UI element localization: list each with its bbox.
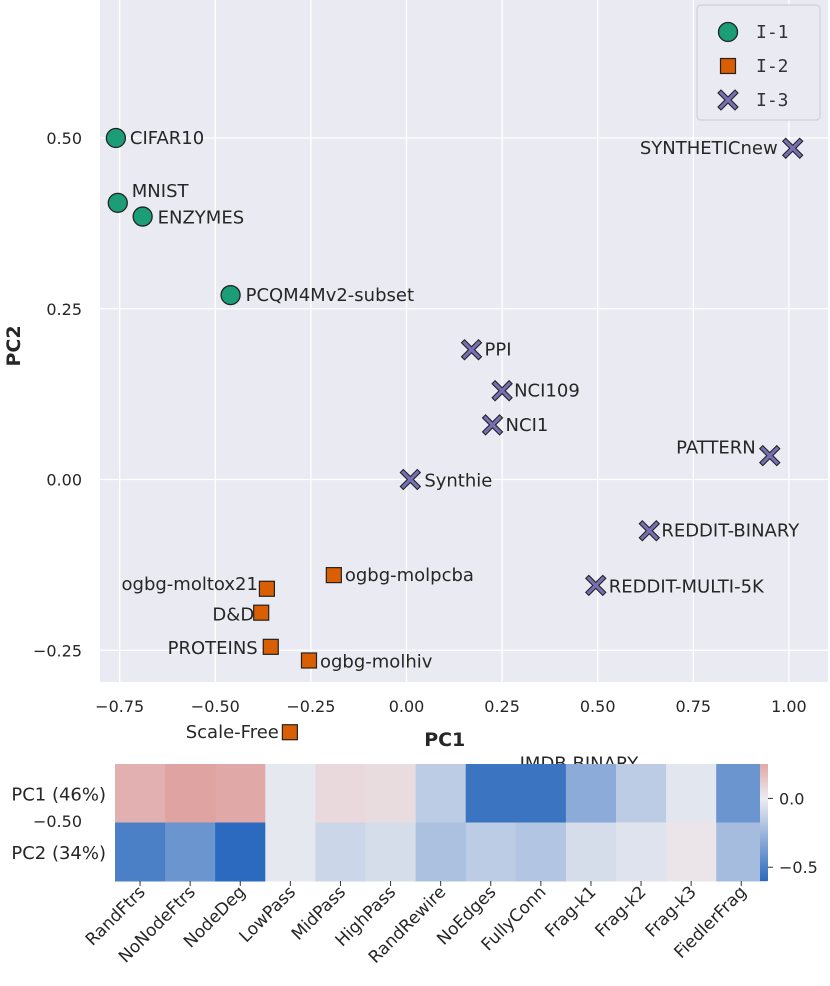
point-label: D&D bbox=[212, 605, 254, 626]
x-tick-label: 1.00 bbox=[771, 697, 807, 716]
data-point-x bbox=[491, 379, 513, 402]
scatter-plot: −0.75 −0.50 −0.25 0.00 0.25 0.50 0.75 1.00 −0.50… bbox=[3, 0, 828, 843]
y-tick-label: 0.00 bbox=[46, 471, 82, 490]
x-tick-label: 0.25 bbox=[484, 697, 520, 716]
point-label: REDDIT-MULTI-5K bbox=[609, 576, 765, 597]
heatmap-row-label: PC1 (46%) bbox=[11, 784, 106, 805]
heatmap-cell bbox=[165, 764, 216, 823]
point-label: PPI bbox=[485, 340, 512, 361]
y-tick-label: 0.25 bbox=[46, 300, 82, 319]
heatmap-cell bbox=[565, 764, 617, 823]
point-label: ogbg-molpcba bbox=[345, 565, 474, 586]
heatmap-cell bbox=[565, 822, 617, 882]
heatmap-cell bbox=[115, 822, 166, 882]
x-tick-label: 0.75 bbox=[675, 697, 711, 716]
data-point-x bbox=[460, 338, 483, 361]
series-i-1: CIFAR10 MNIST ENZYMES PCQM4Mv2-subset bbox=[105, 127, 414, 306]
heatmap-cell bbox=[666, 764, 717, 823]
point-label: PATTERN bbox=[676, 438, 756, 459]
point-label: PROTEINS bbox=[168, 638, 258, 659]
data-point-x bbox=[399, 468, 422, 491]
x-tick-label: −0.75 bbox=[95, 697, 144, 716]
heatmap-cell bbox=[315, 822, 366, 882]
heatmap-cell bbox=[515, 822, 567, 882]
legend-label: I-2 bbox=[756, 56, 789, 77]
point-label: ogbg-molhiv bbox=[320, 651, 433, 672]
point-label: MNIST bbox=[132, 181, 190, 202]
y-tick-label: 0.50 bbox=[46, 129, 82, 148]
heatmap-cell bbox=[415, 822, 467, 882]
data-point-x bbox=[781, 137, 804, 160]
point-label: SYNTHETICnew bbox=[640, 138, 778, 159]
point-label: PCQM4Mv2-subset bbox=[246, 285, 414, 306]
y-tick-label: −0.50 bbox=[33, 812, 82, 831]
data-point-square bbox=[300, 652, 318, 669]
heatmap-cell bbox=[465, 822, 517, 882]
data-point-circle bbox=[220, 284, 241, 306]
heatmap: PC1 (46%)PC2 (34%)RandFtrsNoNodeFtrsNode… bbox=[11, 764, 818, 968]
data-point-square bbox=[258, 580, 276, 597]
point-label: CIFAR10 bbox=[130, 128, 204, 149]
data-point-x bbox=[759, 444, 781, 467]
x-tick-label: 0.00 bbox=[389, 697, 425, 716]
point-label: Scale-Free bbox=[186, 722, 279, 743]
data-point-x bbox=[717, 89, 739, 111]
data-point-x bbox=[481, 414, 504, 436]
data-point-square bbox=[281, 724, 298, 741]
data-point-x bbox=[585, 574, 607, 597]
heatmap-cell bbox=[465, 764, 517, 823]
heatmap-cell bbox=[666, 822, 717, 882]
heatmap-column-label: Frag-k2 bbox=[592, 882, 651, 941]
heatmap-cell bbox=[315, 764, 366, 823]
point-label: ENZYMES bbox=[158, 208, 245, 229]
heatmap-cell bbox=[265, 822, 316, 882]
data-point-circle bbox=[717, 21, 739, 43]
x-axis-title: PC1 bbox=[424, 729, 465, 751]
x-tick-label: −0.25 bbox=[286, 697, 335, 716]
colorbar-tick-label: −0.5 bbox=[779, 858, 818, 877]
point-label: NCI109 bbox=[514, 381, 580, 402]
heatmap-row-label: PC2 (34%) bbox=[11, 843, 106, 864]
point-label: NCI1 bbox=[506, 415, 549, 436]
y-tick-label: −0.25 bbox=[33, 641, 82, 660]
colorbar-tick-label: 0.0 bbox=[779, 789, 804, 808]
heatmap-cell bbox=[616, 822, 667, 882]
heatmap-cell bbox=[165, 822, 216, 882]
heatmap-cell bbox=[115, 764, 166, 823]
data-point-square bbox=[325, 567, 342, 584]
heatmap-cell bbox=[365, 822, 417, 882]
data-point-square bbox=[262, 638, 279, 655]
data-point-circle bbox=[105, 127, 127, 149]
heatmap-cell bbox=[616, 764, 667, 823]
legend: I-1 I-2 I-3 bbox=[696, 4, 821, 121]
data-point-square bbox=[719, 57, 737, 75]
colorbar-bar bbox=[760, 764, 768, 881]
heatmap-cell bbox=[716, 822, 767, 882]
x-tick-label: 0.50 bbox=[580, 697, 616, 716]
colorbar: 0.0 −0.5 bbox=[760, 764, 818, 881]
legend-label: I-3 bbox=[756, 90, 789, 111]
heatmap-cell bbox=[365, 764, 417, 823]
point-label: REDDIT-BINARY bbox=[661, 521, 800, 542]
heatmap-cell bbox=[215, 822, 266, 882]
data-point-circle bbox=[107, 192, 128, 214]
data-point-circle bbox=[132, 206, 153, 227]
heatmap-cell bbox=[515, 764, 567, 823]
heatmap-cell bbox=[215, 764, 266, 823]
heatmap-cell bbox=[265, 764, 316, 823]
y-axis-title: PC2 bbox=[3, 325, 25, 366]
point-label: Synthie bbox=[424, 471, 492, 492]
x-tick-label: −0.50 bbox=[191, 697, 240, 716]
heatmap-column-label: Frag-k1 bbox=[541, 882, 600, 941]
data-point-square bbox=[253, 604, 270, 621]
point-label: ogbg-moltox21 bbox=[122, 574, 258, 595]
heatmap-cell bbox=[716, 764, 767, 823]
heatmap-cell bbox=[415, 764, 467, 823]
legend-label: I-1 bbox=[756, 22, 789, 43]
data-point-x bbox=[638, 519, 661, 542]
